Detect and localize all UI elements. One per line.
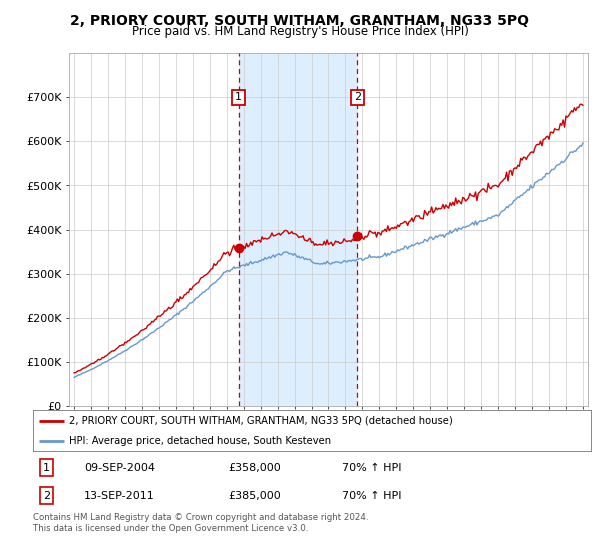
Text: £358,000: £358,000 (228, 463, 281, 473)
Text: 70% ↑ HPI: 70% ↑ HPI (342, 491, 401, 501)
Text: 1: 1 (43, 463, 50, 473)
Text: 2, PRIORY COURT, SOUTH WITHAM, GRANTHAM, NG33 5PQ: 2, PRIORY COURT, SOUTH WITHAM, GRANTHAM,… (71, 14, 530, 28)
Text: Contains HM Land Registry data © Crown copyright and database right 2024.: Contains HM Land Registry data © Crown c… (33, 513, 368, 522)
Text: £385,000: £385,000 (228, 491, 281, 501)
Text: 2: 2 (354, 92, 361, 102)
Bar (239, 53, 358, 406)
Text: 1: 1 (235, 92, 242, 102)
Text: 70% ↑ HPI: 70% ↑ HPI (342, 463, 401, 473)
Text: 2, PRIORY COURT, SOUTH WITHAM, GRANTHAM, NG33 5PQ (detached house): 2, PRIORY COURT, SOUTH WITHAM, GRANTHAM,… (69, 416, 453, 426)
Text: This data is licensed under the Open Government Licence v3.0.: This data is licensed under the Open Gov… (33, 524, 308, 533)
Text: 13-SEP-2011: 13-SEP-2011 (84, 491, 155, 501)
Text: 09-SEP-2004: 09-SEP-2004 (84, 463, 155, 473)
Text: 2: 2 (43, 491, 50, 501)
Text: Price paid vs. HM Land Registry's House Price Index (HPI): Price paid vs. HM Land Registry's House … (131, 25, 469, 38)
Text: HPI: Average price, detached house, South Kesteven: HPI: Average price, detached house, Sout… (69, 436, 331, 446)
